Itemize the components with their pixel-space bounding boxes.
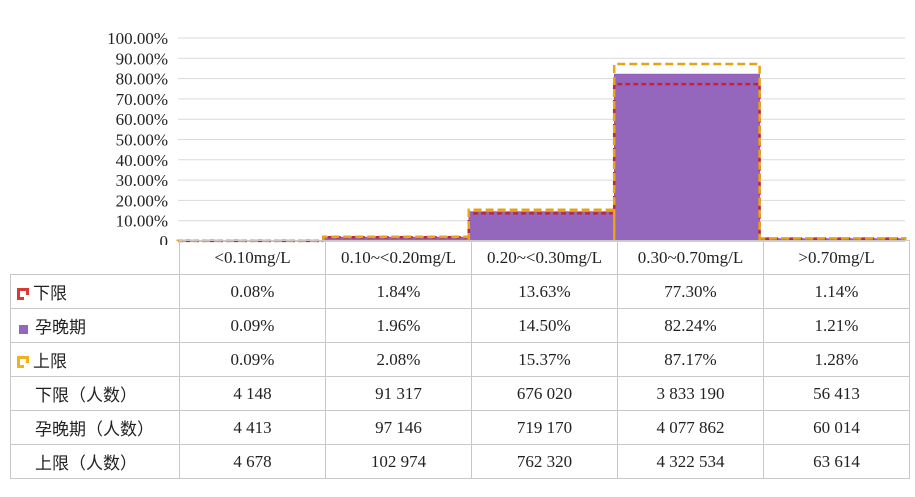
y-tick-label: 50.00%	[116, 131, 168, 150]
table-cell: 87.17%	[617, 342, 764, 377]
bar	[613, 73, 760, 242]
gridlines	[178, 37, 905, 242]
y-tick-label: 60.00%	[116, 110, 168, 129]
row-label: 下限	[33, 284, 67, 304]
data-table: <0.10mg/L 0.10~<0.20mg/L 0.20~<0.30mg/L …	[10, 240, 910, 479]
y-tick-label: 90.00%	[116, 49, 168, 68]
y-tick-label: 30.00%	[116, 171, 168, 190]
table-cell: 0.09%	[179, 342, 326, 377]
orange-frame-legend-icon	[17, 356, 29, 368]
table-cell: 4 322 534	[617, 444, 764, 479]
table-cell: 63 614	[763, 444, 910, 479]
table-cell: 4 148	[179, 376, 326, 411]
table-cell: 102 974	[325, 444, 472, 479]
table-row: 上限（人数） 4 678 102 974 762 320 4 322 534 6…	[10, 444, 910, 479]
category-label: <0.10mg/L	[179, 240, 326, 275]
purple-square-legend-icon	[19, 325, 28, 334]
table-cell: 60 014	[763, 410, 910, 445]
table-cell: 3 833 190	[617, 376, 764, 411]
table-cell: 82.24%	[617, 308, 764, 343]
upper-limit-line	[612, 62, 761, 241]
y-tick-label: 80.00%	[116, 70, 168, 89]
table-cell: 1.28%	[763, 342, 910, 377]
category-label: 0.30~0.70mg/L	[617, 240, 764, 275]
table-row: 下限（人数） 4 148 91 317 676 020 3 833 190 56…	[10, 376, 910, 411]
row-label: 上限（人数）	[35, 454, 137, 474]
category-header-row: <0.10mg/L 0.10~<0.20mg/L 0.20~<0.30mg/L …	[10, 240, 910, 275]
table-row: 上限 0.09% 2.08% 15.37% 87.17% 1.28%	[10, 342, 910, 377]
bar-chart: 010.00% 20.00%30.00%40.00%50.00% 60.00%70.…	[107, 29, 907, 245]
table-cell: 56 413	[763, 376, 910, 411]
category-label: 0.20~<0.30mg/L	[471, 240, 618, 275]
table-cell: 676 020	[471, 376, 618, 411]
table-cell: 1.96%	[325, 308, 472, 343]
table-cell: 91 317	[325, 376, 472, 411]
row-label: 孕晚期（人数）	[35, 420, 154, 440]
table-cell: 0.09%	[179, 308, 326, 343]
category-label: >0.70mg/L	[763, 240, 910, 275]
table-cell: 2.08%	[325, 342, 472, 377]
category-label: 0.10~<0.20mg/L	[325, 240, 472, 275]
table-cell: 97 146	[325, 410, 472, 445]
y-tick-label: 100.00%	[107, 29, 168, 48]
table-cell: 4 678	[179, 444, 326, 479]
table-cell: 77.30%	[617, 274, 764, 309]
table-cell: 762 320	[471, 444, 618, 479]
upper-limit-line	[758, 237, 907, 241]
y-axis-ticks: 010.00% 20.00%30.00%40.00%50.00% 60.00%70.…	[107, 29, 168, 245]
table-cell: 719 170	[471, 410, 618, 445]
table-cell: 0.08%	[179, 274, 326, 309]
table-cell: 4 413	[179, 410, 326, 445]
table-row: 孕晚期 0.09% 1.96% 14.50% 82.24% 1.21%	[10, 308, 910, 343]
y-tick-label: 70.00%	[116, 90, 168, 109]
y-tick-label: 20.00%	[116, 191, 168, 210]
table-cell: 1.14%	[763, 274, 910, 309]
bar	[468, 211, 615, 242]
table-cell: 14.50%	[471, 308, 618, 343]
row-label: 孕晚期	[35, 318, 86, 338]
table-cell: 4 077 862	[617, 410, 764, 445]
y-tick-label: 0	[160, 232, 169, 245]
row-label: 上限	[33, 352, 67, 372]
table-cell: 15.37%	[471, 342, 618, 377]
y-tick-label: 10.00%	[116, 212, 168, 231]
row-label: 下限（人数）	[35, 386, 137, 406]
table-cell: 13.63%	[471, 274, 618, 309]
table-cell: 1.21%	[763, 308, 910, 343]
y-tick-label: 40.00%	[116, 151, 168, 170]
red-frame-legend-icon	[17, 288, 29, 300]
table-cell: 1.84%	[325, 274, 472, 309]
table-row: 孕晚期（人数） 4 413 97 146 719 170 4 077 862 6…	[10, 410, 910, 445]
table-row: 下限 0.08% 1.84% 13.63% 77.30% 1.14%	[10, 274, 910, 309]
